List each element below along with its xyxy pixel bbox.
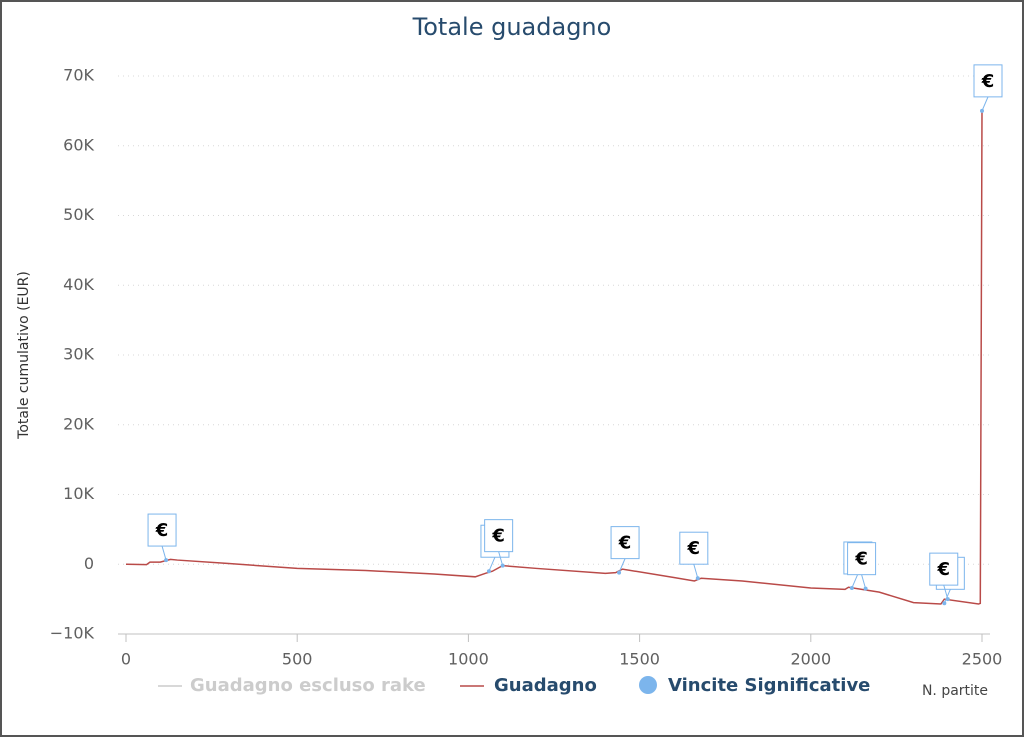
legend-label: Vincite Significative: [668, 675, 870, 696]
flag-point: [617, 570, 622, 575]
flag-box: [679, 531, 709, 565]
legend-label: Guadagno: [494, 675, 597, 696]
flag-box: [610, 526, 640, 560]
flag-stem: [851, 573, 859, 589]
y-tick-label: 70K: [63, 66, 94, 85]
flag-box: [929, 552, 959, 586]
flag: €: [929, 552, 959, 602]
flag-stem: [861, 574, 867, 589]
x-tick-label: 2000: [790, 650, 831, 669]
y-tick-label: 50K: [63, 205, 94, 224]
x-tick-label: 1000: [448, 650, 489, 669]
flag-label: €: [155, 520, 169, 541]
flag-label: €: [618, 533, 632, 554]
flag-label: €: [687, 538, 701, 559]
flag-point: [500, 563, 505, 568]
flag-label: €: [491, 526, 505, 547]
flag: €: [973, 64, 1003, 113]
y-axis-label: Totale cumulativo (EUR): [16, 271, 32, 440]
legend-label: Guadagno escluso rake: [190, 675, 426, 696]
y-tick-label: 40K: [63, 275, 94, 294]
flag-point: [486, 569, 491, 574]
flag-point: [863, 586, 868, 591]
legend-symbol: [639, 676, 657, 694]
flag-stem: [618, 558, 626, 573]
y-tick-label: 10K: [63, 484, 94, 503]
flag-box: [847, 542, 877, 576]
flag-point: [980, 108, 984, 113]
flag-stem: [981, 96, 989, 112]
flag-stem: [498, 551, 504, 566]
line: [125, 110, 983, 605]
flag-point: [942, 601, 947, 606]
flag-label: €: [936, 559, 950, 580]
flag-point: [945, 597, 950, 602]
y-tick-label: 30K: [63, 345, 94, 364]
flag-label: €: [981, 71, 995, 92]
y-tick-label: −10K: [50, 624, 95, 643]
x-tick-label: 500: [282, 650, 313, 669]
y-tick-label: 60K: [63, 135, 94, 154]
x-tick-label: 0: [121, 650, 131, 669]
flag-box: [973, 64, 1003, 98]
chart-title: Totale guadagno: [412, 13, 612, 41]
flag-point: [849, 585, 854, 590]
x-tick-label: 2500: [962, 650, 1003, 669]
flag-point: [164, 558, 169, 563]
flag: €: [847, 542, 877, 591]
flag: €: [484, 519, 514, 568]
flag: €: [679, 531, 709, 581]
flag-box: [147, 513, 177, 547]
flag-label: €: [854, 549, 868, 570]
flag-point: [695, 576, 700, 581]
flag-stem: [943, 584, 949, 600]
x-axis-label: N. partite: [922, 683, 988, 699]
flag-stem: [161, 545, 167, 561]
y-tick-label: 0: [84, 554, 94, 573]
flag: €: [610, 526, 640, 575]
flag: €: [147, 513, 177, 563]
flag-stem: [488, 557, 496, 572]
x-tick-label: 1500: [619, 650, 660, 669]
flag-box: [484, 519, 514, 553]
flag-stem: [693, 564, 699, 579]
y-tick-label: 20K: [63, 414, 94, 433]
